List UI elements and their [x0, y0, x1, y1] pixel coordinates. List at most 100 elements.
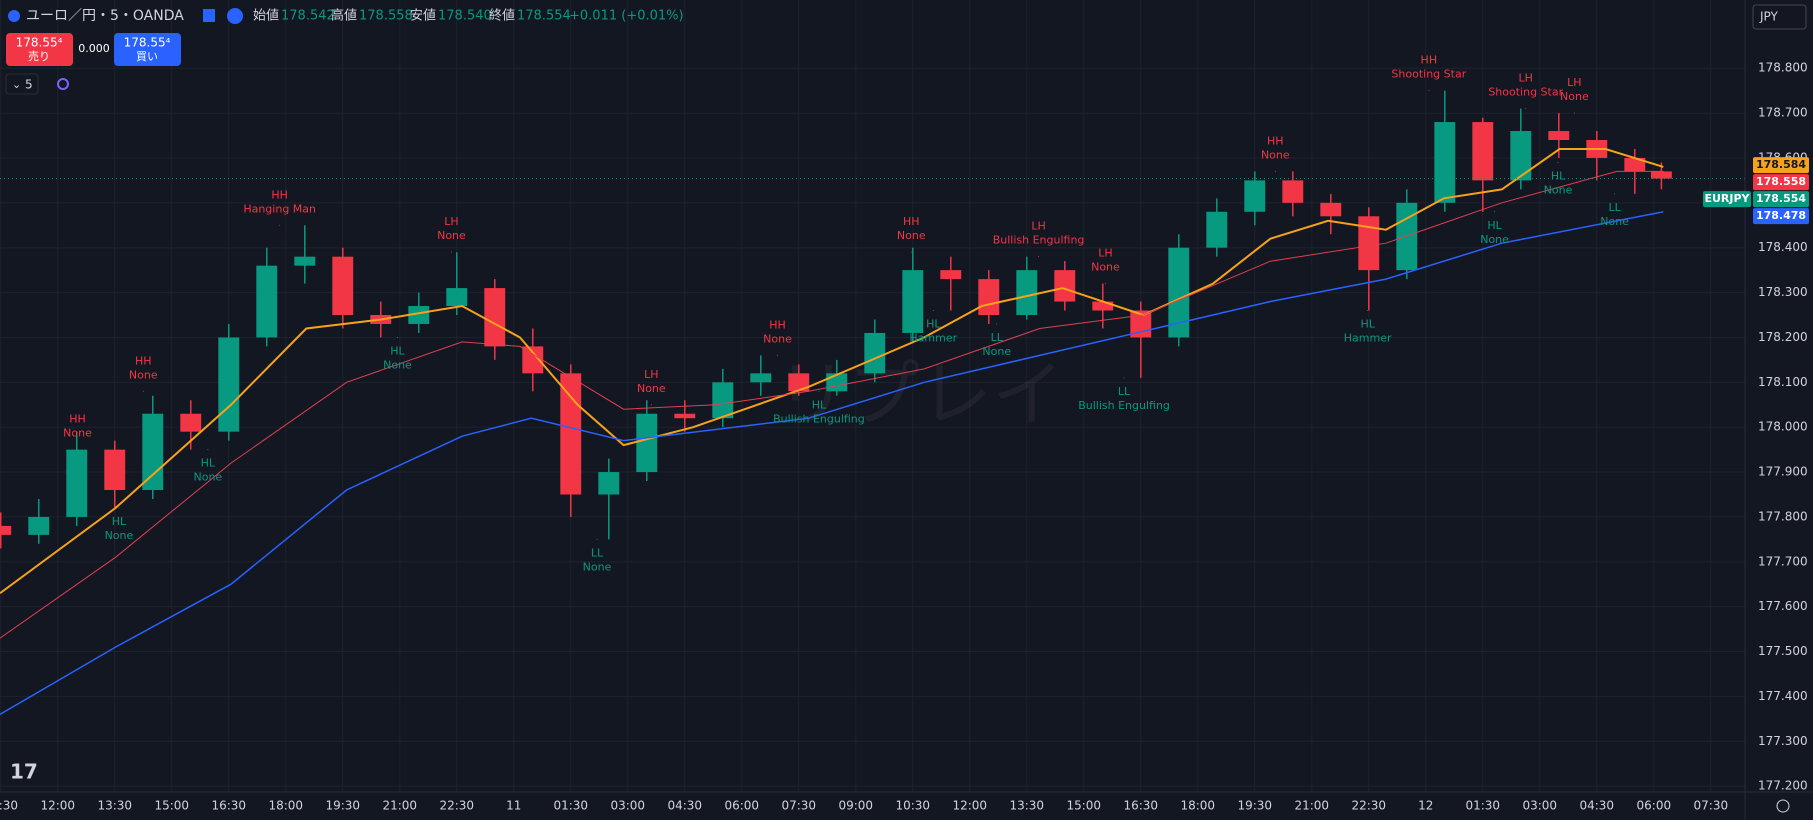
x-tick-label: 03:00 [610, 799, 645, 813]
swing-point [776, 354, 778, 356]
pattern-label: None [1091, 261, 1120, 274]
swing-point [932, 310, 934, 312]
symbol[interactable]: ユーロ／円・5・OANDA [26, 8, 184, 24]
swing-point [1428, 90, 1430, 92]
logo[interactable]: 17 [10, 760, 38, 784]
currency-box[interactable] [1752, 4, 1807, 30]
swing-label: HL [812, 398, 827, 411]
candle-body [560, 373, 582, 495]
x-tick-label: 01:30 [1465, 799, 1500, 813]
x-tick-label: 21:00 [1294, 799, 1329, 813]
swing-label: LH [1567, 76, 1581, 89]
candle-body [446, 288, 468, 307]
price-tag-label: 178.584 [1756, 158, 1806, 171]
swing-label: HH [135, 354, 152, 367]
pattern-label: None [1480, 233, 1509, 246]
interval-chevron: ⌄ [12, 78, 21, 91]
swing-point [142, 390, 144, 392]
candle-body [826, 373, 848, 392]
interval-box[interactable] [5, 73, 39, 95]
swing-point [1525, 108, 1527, 110]
swing-label: HH [271, 188, 288, 201]
price-tag [1753, 174, 1809, 191]
swing-label: LH [444, 215, 458, 228]
y-tick-label: 178.800 [1758, 61, 1808, 75]
buy-label: 買い [136, 50, 158, 63]
candle-body [256, 265, 278, 338]
x-tick-label: 04:30 [667, 799, 702, 813]
y-tick-label: 178.000 [1758, 420, 1808, 434]
candle-body [1510, 131, 1532, 181]
swing-point [1274, 170, 1276, 172]
candle-body [408, 306, 430, 324]
y-tick-label: 178.100 [1758, 375, 1808, 389]
low-label: 安値 [410, 8, 436, 24]
pattern-label: Shooting Star [1488, 86, 1563, 99]
buy-button[interactable] [114, 33, 181, 66]
price-tag [1753, 208, 1809, 225]
pattern-label: None [1600, 215, 1629, 228]
x-tick-label: 15:00 [154, 799, 189, 813]
x-tick-label: 12:00 [40, 799, 75, 813]
settings-icon[interactable] [1776, 799, 1790, 813]
close-label: 終値 [489, 8, 515, 24]
candle-body [978, 279, 1000, 316]
candle-body [66, 449, 88, 517]
swing-label: LL [991, 331, 1004, 344]
x-tick-label: 22:30 [1351, 799, 1386, 813]
pattern-label: Hammer [909, 332, 957, 345]
candle-body [142, 413, 164, 491]
swing-point [279, 224, 281, 226]
swing-label: LL [1609, 201, 1622, 214]
swing-label: LH [1031, 220, 1045, 233]
swing-point [1038, 256, 1040, 258]
pattern-label: None [437, 229, 466, 242]
swing-label: LL [591, 546, 604, 559]
sync-icon[interactable] [57, 78, 69, 90]
high-label: 高値 [331, 8, 357, 24]
flag-icon[interactable] [203, 9, 215, 22]
candle-body [1650, 171, 1672, 179]
swing-point [450, 251, 452, 253]
sell-price: 178.55⁴ [16, 36, 63, 50]
candle-body [598, 472, 620, 495]
moving-average [0, 170, 1664, 639]
pattern-label: None [982, 345, 1011, 358]
open-label: 始値 [253, 8, 279, 24]
swing-label: HL [926, 318, 941, 331]
pattern-label: None [63, 427, 92, 440]
x-tick-label: 04:30 [1579, 799, 1614, 813]
pattern-label: None [1544, 183, 1573, 196]
swing-label: HL [1487, 219, 1502, 232]
x-tick-label: 11 [506, 799, 521, 813]
candle-body [1624, 157, 1646, 172]
price-tag-label: 178.558 [1756, 175, 1806, 188]
candle-body [1244, 180, 1266, 212]
swing-label: HL [201, 457, 216, 470]
x-tick-label: 10:30 [895, 799, 930, 813]
candle-body [1054, 270, 1076, 302]
x-tick-label: 01:30 [553, 799, 588, 813]
buy-price: 178.55⁴ [124, 36, 171, 50]
x-tick-label: 03:00 [1522, 799, 1557, 813]
pattern-label: None [383, 358, 412, 371]
swing-label: LH [1519, 72, 1533, 85]
swing-point [118, 507, 120, 509]
sell-button[interactable] [6, 33, 73, 66]
swing-point [207, 449, 209, 451]
high-value: 178.558 [359, 9, 413, 24]
x-tick-label: 16:30 [211, 799, 246, 813]
pattern-label: Bullish Engulfing [1078, 399, 1170, 412]
swing-label: HH [69, 413, 86, 426]
candle-body [712, 382, 734, 419]
moving-average [0, 211, 1664, 716]
x-tick-label: 13:30 [97, 799, 132, 813]
price-tag [1753, 191, 1809, 208]
axes: 177.200 177.300 177.400 177.500 177.600 177.7… [0, 61, 1809, 813]
swing-label: LL [1118, 385, 1131, 398]
x-tick-label: 12:00 [952, 799, 987, 813]
candle-body [902, 270, 924, 333]
spread: 0.000 [78, 42, 110, 55]
replay-icon[interactable] [227, 8, 243, 24]
